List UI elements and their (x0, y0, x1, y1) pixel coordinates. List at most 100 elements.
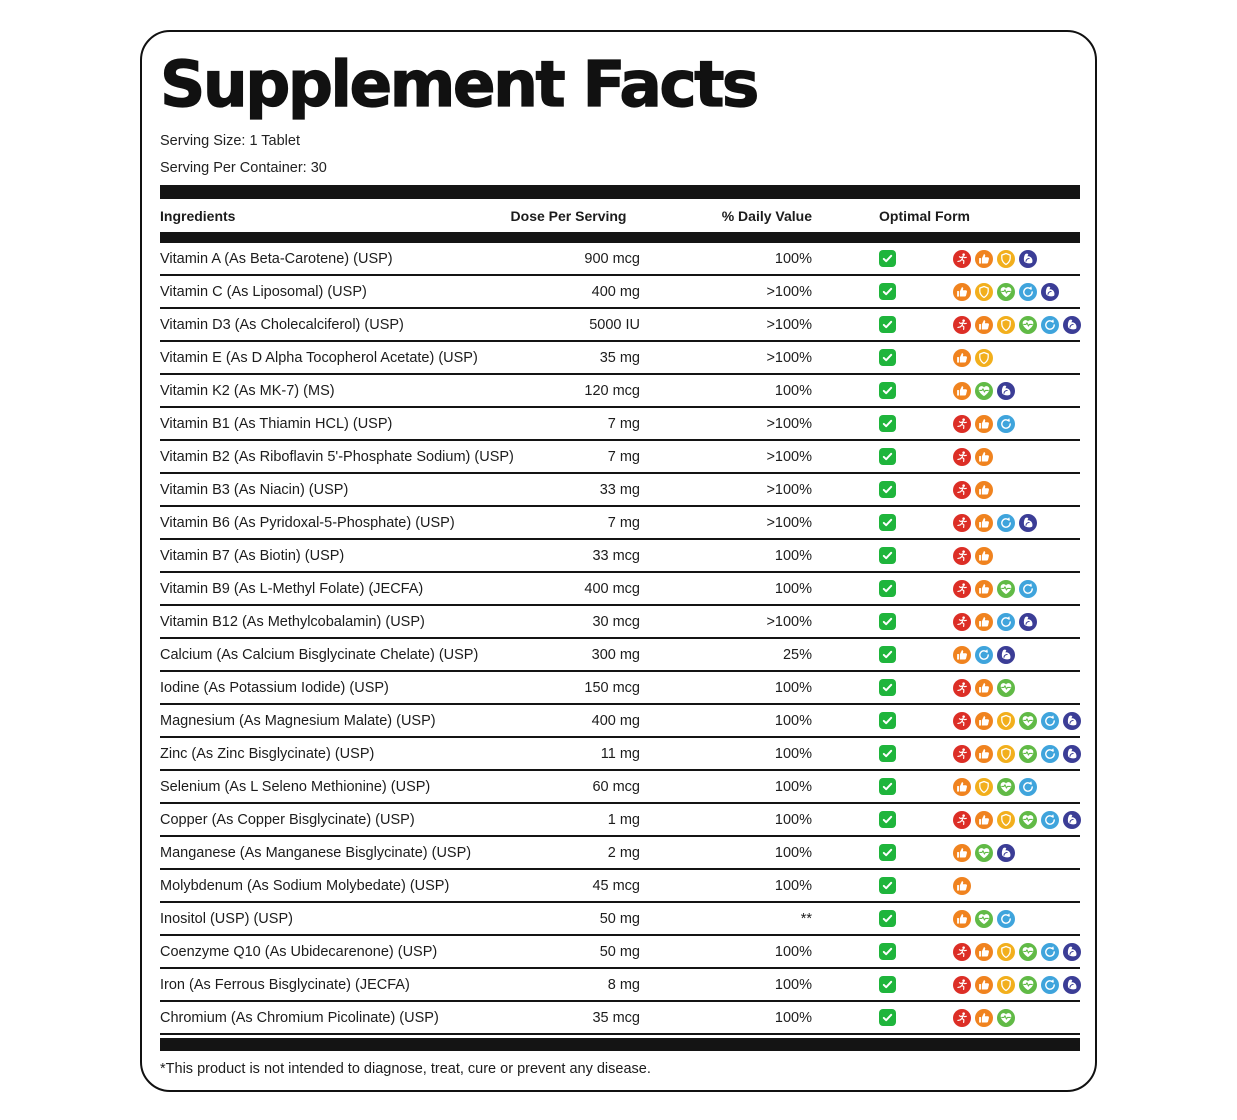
table-row: Zinc (As Zinc Bisglycinate) (USP) 11 mg … (160, 738, 1081, 772)
benefit-icons (953, 579, 1037, 598)
column-header-ingredients: Ingredients (160, 207, 236, 224)
table-row: Vitamin B7 (As Biotin) (USP) 33 mcg 100% (160, 540, 1080, 574)
thumbs-up-icon (975, 546, 993, 565)
check-icon (879, 943, 896, 961)
shield-icon (997, 975, 1015, 994)
table-row: Vitamin B3 (As Niacin) (USP) 33 mg >100% (160, 474, 1080, 508)
dose-per-serving: 7 mg (607, 415, 640, 432)
daily-value: 100% (774, 712, 812, 729)
ingredient-name: Vitamin B1 (As Thiamin HCL) (USP) (160, 415, 393, 432)
disclaimer-text: *This product is not intended to diagnos… (160, 1061, 651, 1078)
heart-pulse-icon (1019, 942, 1037, 961)
runner-icon (953, 810, 971, 829)
thumbs-up-icon (975, 678, 993, 697)
benefit-icons (953, 1008, 1015, 1027)
heart-pulse-icon (1019, 315, 1037, 334)
refresh-icon (1041, 810, 1059, 829)
thumbs-up-icon (975, 480, 993, 499)
daily-value: 100% (774, 976, 812, 993)
heart-pulse-icon (1019, 810, 1037, 829)
optimal-form-cell (812, 342, 1080, 373)
thumbs-up-icon (953, 381, 971, 400)
table-row: Chromium (As Chromium Picolinate) (USP) … (160, 1002, 1080, 1036)
dose-per-serving: 33 mcg (592, 547, 640, 564)
benefit-icons (953, 645, 1015, 664)
muscle-icon (1019, 612, 1037, 631)
daily-value: >100% (766, 613, 812, 630)
check-icon (879, 514, 896, 532)
check-icon (879, 910, 896, 928)
table-row: Vitamin B9 (As L-Methyl Folate) (JECFA) … (160, 573, 1080, 607)
page-title: Supplement Facts (159, 48, 760, 121)
table-row: Inositol (USP) (USP) 50 mg ** (160, 903, 1080, 937)
daily-value: 100% (774, 877, 812, 894)
optimal-form-cell (812, 540, 1080, 571)
table-row: Selenium (As L Seleno Methionine) (USP) … (160, 771, 1080, 805)
heart-pulse-icon (975, 381, 993, 400)
table-row: Copper (As Copper Bisglycinate) (USP) 1 … (160, 804, 1081, 838)
benefit-icons (953, 315, 1081, 334)
thumbs-up-icon (975, 810, 993, 829)
ingredient-name: Vitamin B6 (As Pyridoxal-5-Phosphate) (U… (160, 514, 455, 531)
ingredient-name: Chromium (As Chromium Picolinate) (USP) (160, 1009, 439, 1026)
heart-pulse-icon (975, 843, 993, 862)
ingredient-name: Coenzyme Q10 (As Ubidecarenone) (USP) (160, 943, 438, 960)
shield-icon (997, 249, 1015, 268)
daily-value: >100% (766, 415, 812, 432)
table-row: Iodine (As Potassium Iodide) (USP) 150 m… (160, 672, 1080, 706)
check-icon (879, 778, 896, 796)
runner-icon (953, 447, 971, 466)
heart-pulse-icon (1019, 744, 1037, 763)
daily-value: 100% (774, 547, 812, 564)
optimal-form-cell (812, 573, 1080, 604)
dose-per-serving: 50 mg (599, 910, 640, 927)
thumbs-up-icon (975, 1008, 993, 1027)
ingredient-name: Zinc (As Zinc Bisglycinate) (USP) (160, 745, 375, 762)
divider-bar-header (160, 232, 1080, 244)
thumbs-up-icon (975, 975, 993, 994)
dose-per-serving: 35 mg (599, 349, 640, 366)
thumbs-up-icon (975, 942, 993, 961)
benefit-icons (953, 744, 1081, 763)
benefit-icons (953, 480, 993, 499)
column-header-daily-value: % Daily Value (721, 207, 812, 224)
dose-per-serving: 400 mcg (584, 580, 640, 597)
check-icon (879, 283, 896, 301)
optimal-form-cell (812, 276, 1080, 307)
ingredient-name: Vitamin K2 (As MK-7) (MS) (160, 382, 335, 399)
thumbs-up-icon (953, 282, 971, 301)
heart-pulse-icon (997, 678, 1015, 697)
dose-per-serving: 50 mg (599, 943, 640, 960)
optimal-form-cell (812, 771, 1080, 802)
refresh-icon (997, 513, 1015, 532)
serving-per-container: Serving Per Container: 30 (160, 160, 327, 177)
table-row: Vitamin B1 (As Thiamin HCL) (USP) 7 mg >… (160, 408, 1080, 442)
muscle-icon (997, 645, 1015, 664)
daily-value: >100% (766, 481, 812, 498)
serving-size: Serving Size: 1 Tablet (160, 133, 300, 150)
benefit-icons (953, 942, 1081, 961)
muscle-icon (1063, 744, 1081, 763)
dose-per-serving: 8 mg (607, 976, 640, 993)
benefit-icons (953, 414, 1015, 433)
runner-icon (953, 678, 971, 697)
thumbs-up-icon (975, 579, 993, 598)
optimal-form-cell (812, 408, 1080, 439)
daily-value: 25% (782, 646, 812, 663)
table-row: Vitamin B12 (As Methylcobalamin) (USP) 3… (160, 606, 1080, 640)
shield-icon (975, 348, 993, 367)
ingredient-name: Inositol (USP) (USP) (160, 910, 293, 927)
muscle-icon (997, 843, 1015, 862)
table-row: Manganese (As Manganese Bisglycinate) (U… (160, 837, 1080, 871)
refresh-icon (1041, 975, 1059, 994)
dose-per-serving: 150 mcg (584, 679, 640, 696)
ingredient-name: Calcium (As Calcium Bisglycinate Chelate… (160, 646, 479, 663)
dose-per-serving: 7 mg (607, 448, 640, 465)
check-icon (879, 844, 896, 862)
muscle-icon (1063, 711, 1081, 730)
check-icon (879, 745, 896, 763)
runner-icon (953, 1008, 971, 1027)
thumbs-up-icon (953, 645, 971, 664)
daily-value: >100% (766, 283, 812, 300)
daily-value: 100% (774, 943, 812, 960)
